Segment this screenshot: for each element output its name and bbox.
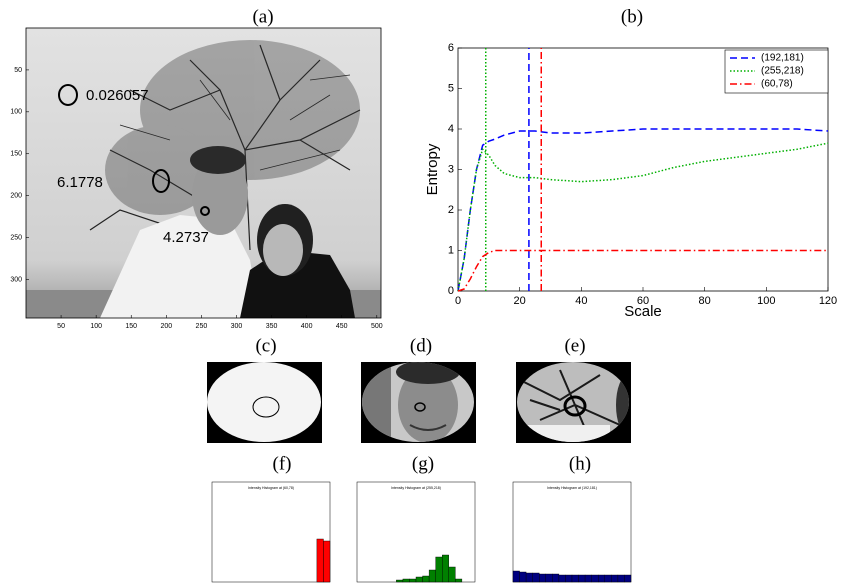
plot-frame [211, 481, 331, 583]
x-tick-label: 450 [336, 323, 348, 330]
chart-title: Intensity Histogram at (192,181) [547, 486, 597, 490]
panel-label: (a) [252, 6, 273, 27]
y-tick-label: 100 [10, 109, 22, 116]
bar [512, 570, 520, 583]
bar [617, 574, 625, 583]
legend-label: (60,78) [761, 79, 793, 90]
bar [565, 574, 573, 583]
chart-title: Intensity Histogram at (60,78) [248, 486, 294, 490]
x-tick-label: 80 [699, 295, 711, 307]
bar [604, 574, 612, 583]
bar [584, 574, 592, 583]
bar [571, 574, 579, 583]
series-line [457, 142, 829, 292]
x-tick-label: 0 [455, 295, 461, 307]
panel-label: (c) [255, 335, 276, 356]
series-line [457, 128, 829, 292]
x-tick-label: 350 [266, 323, 278, 330]
panel-label: (d) [410, 335, 432, 356]
y-tick-label: 300 [10, 276, 22, 283]
bar [519, 571, 527, 583]
region-ellipse [200, 206, 210, 216]
bar [396, 579, 404, 583]
series-line [457, 249, 828, 292]
region-ellipse [252, 396, 280, 418]
bar [624, 574, 632, 583]
x-tick-label: 300 [231, 323, 243, 330]
y-tick-label: 6 [448, 42, 454, 54]
bar [611, 574, 619, 583]
bar [415, 576, 423, 583]
x-tick-label: 120 [819, 295, 837, 307]
annotation: 0.026057 [86, 87, 149, 104]
y-tick-label: 50 [14, 67, 22, 74]
panel-label: (f) [273, 453, 292, 474]
y-tick-label: 2 [448, 204, 454, 216]
bar [532, 572, 540, 583]
bar [435, 556, 443, 583]
y-tick-label: 0 [448, 285, 454, 297]
x-tick-label: 200 [160, 323, 172, 330]
region-image [517, 362, 629, 442]
bar [558, 574, 566, 583]
x-tick-label: 100 [90, 323, 102, 330]
bar [545, 573, 553, 583]
bar [428, 569, 436, 583]
bar [422, 575, 430, 583]
panel-label: (e) [564, 335, 585, 356]
x-tick-label: 50 [57, 323, 65, 330]
region-ellipse [414, 402, 426, 412]
y-tick-label: 200 [10, 192, 22, 199]
x-tick-label: 100 [757, 295, 775, 307]
region-ellipse [152, 169, 170, 193]
y-tick-label: 5 [448, 82, 454, 94]
x-tick-label: 20 [514, 295, 526, 307]
y-tick-label: 250 [10, 234, 22, 241]
bar [525, 572, 533, 583]
bar [409, 578, 417, 583]
bar [323, 540, 331, 583]
y-axis-label: Entropy [424, 143, 441, 195]
x-tick-label: 40 [575, 295, 587, 307]
x-tick-label: 250 [196, 323, 208, 330]
x-axis-label: Scale [624, 303, 662, 320]
bar [442, 554, 449, 583]
legend-box [724, 49, 829, 94]
panel-label: (g) [412, 453, 434, 474]
bar [316, 538, 324, 583]
x-tick-label: 500 [371, 323, 383, 330]
plot-frame [356, 481, 476, 583]
plot-frame [512, 481, 632, 583]
region-image [207, 362, 321, 442]
panel-label: (h) [569, 453, 591, 474]
bar [598, 574, 605, 583]
panel-label: (b) [621, 6, 643, 27]
y-tick-label: 150 [10, 151, 22, 158]
bar [448, 566, 456, 583]
annotation: 6.1778 [57, 174, 103, 191]
bar [552, 573, 560, 583]
region-ellipse [58, 84, 78, 106]
x-tick-label: 400 [301, 323, 313, 330]
y-tick-label: 3 [448, 163, 454, 175]
legend-label: (255,218) [761, 66, 804, 77]
legend-label: (192,181) [761, 53, 804, 64]
x-tick-label: 60 [637, 295, 649, 307]
chart-title: Intensity Histogram at (255,218) [391, 486, 441, 490]
y-tick-label: 1 [448, 244, 454, 256]
y-tick-label: 4 [448, 123, 454, 135]
bar [578, 574, 586, 583]
bar [539, 573, 546, 583]
region-ellipse [563, 395, 587, 417]
bar [591, 574, 599, 583]
image-frame [25, 27, 382, 319]
photo [26, 28, 381, 318]
bar [455, 578, 463, 583]
bar [402, 578, 410, 583]
x-tick-label: 150 [125, 323, 137, 330]
annotation: 4.2737 [163, 229, 209, 246]
